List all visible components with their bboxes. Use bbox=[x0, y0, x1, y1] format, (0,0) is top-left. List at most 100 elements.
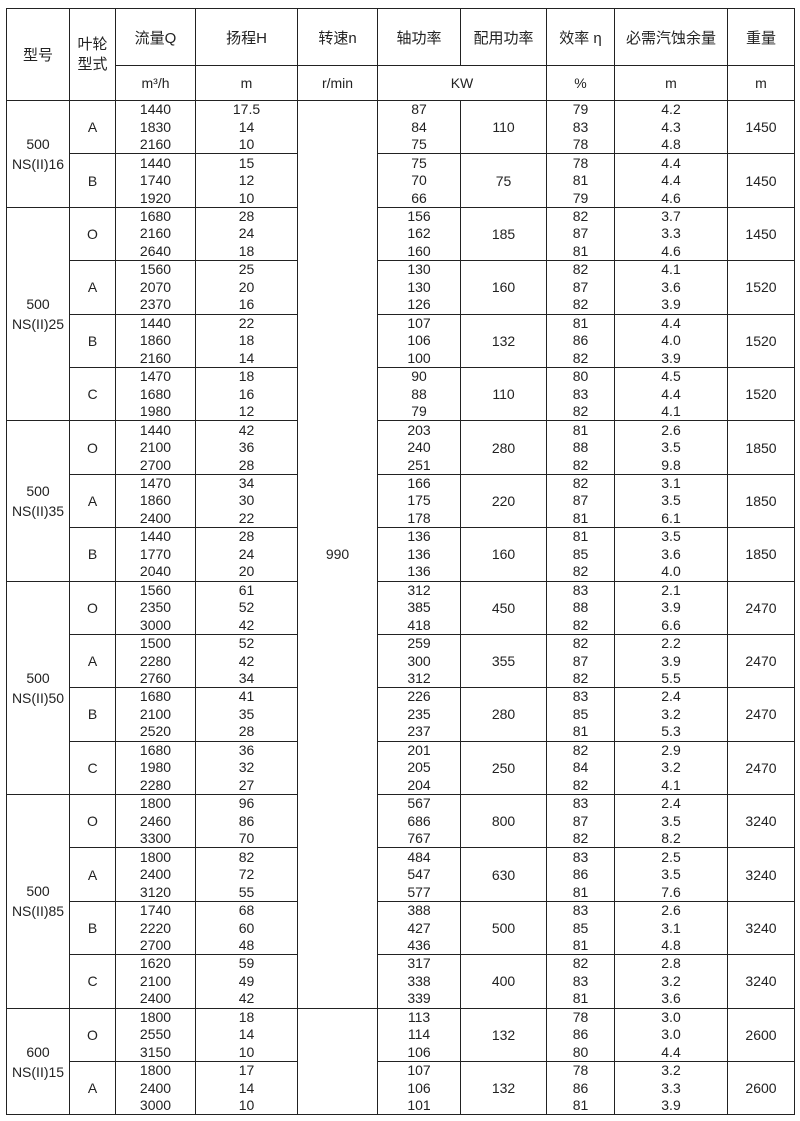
npsh-value: 3.1 bbox=[661, 474, 681, 491]
rated-power-cell: 250 bbox=[460, 740, 547, 796]
efficiency-value: 81 bbox=[572, 314, 589, 331]
efficiency-value: 83 bbox=[572, 688, 589, 705]
efficiency-value: 83 bbox=[572, 581, 589, 598]
efficiency-cell: 82 87 82 bbox=[546, 633, 615, 689]
head-value: 42 bbox=[238, 616, 255, 633]
npsh-cell: 3.1 3.5 6.1 bbox=[614, 473, 728, 529]
header-efficiency: 效率 η bbox=[546, 8, 615, 66]
efficiency-cell: 81 86 82 bbox=[546, 313, 615, 368]
flow-value: 2460 bbox=[139, 812, 172, 829]
shaft-power-value: 107 bbox=[407, 1062, 431, 1079]
shaft-power-value: 259 bbox=[407, 635, 431, 652]
efficiency-value: 82 bbox=[572, 261, 589, 278]
flow-value: 2550 bbox=[139, 1026, 172, 1043]
shaft-power-value: 88 bbox=[411, 385, 427, 402]
npsh-value: 3.1 bbox=[661, 919, 681, 936]
head-value: 34 bbox=[238, 670, 255, 687]
head-value: 25 bbox=[238, 261, 255, 278]
efficiency-value: 81 bbox=[572, 1097, 589, 1114]
shaft-power-value: 577 bbox=[407, 883, 431, 900]
head-cell: 28 24 18 bbox=[195, 206, 298, 262]
shaft-power-value: 312 bbox=[407, 581, 431, 598]
weight-cell: 2470 bbox=[727, 687, 795, 742]
efficiency-value: 84 bbox=[572, 759, 589, 776]
npsh-value: 3.5 bbox=[661, 492, 681, 509]
npsh-value: 6.6 bbox=[661, 616, 681, 633]
flow-value: 2640 bbox=[139, 242, 172, 259]
efficiency-value: 82 bbox=[572, 349, 589, 366]
flow-value: 1500 bbox=[139, 635, 172, 652]
head-value: 61 bbox=[238, 581, 255, 598]
model-cell: 500 NS(II)35 bbox=[6, 420, 70, 582]
npsh-cell: 2.4 3.2 5.3 bbox=[614, 687, 728, 742]
head-cell: 52 42 34 bbox=[195, 633, 298, 689]
head-value: 10 bbox=[238, 1043, 255, 1060]
efficiency-value: 82 bbox=[572, 670, 589, 687]
head-value: 70 bbox=[238, 830, 255, 847]
flow-value: 1800 bbox=[139, 848, 172, 865]
npsh-value: 2.6 bbox=[661, 902, 681, 919]
impeller-type: B bbox=[69, 687, 116, 742]
model-line1: 500 bbox=[26, 296, 50, 313]
flow-value: 1980 bbox=[139, 759, 172, 776]
efficiency-value: 80 bbox=[572, 368, 589, 385]
flow-value: 2700 bbox=[139, 456, 172, 473]
head-value: 27 bbox=[238, 776, 255, 793]
head-value: 86 bbox=[238, 812, 255, 829]
npsh-value: 3.6 bbox=[661, 545, 681, 562]
shaft-power-cell: 484 547 577 bbox=[377, 847, 461, 902]
header-head: 扬程H bbox=[195, 8, 298, 66]
head-value: 55 bbox=[238, 883, 255, 900]
rated-power-cell: 630 bbox=[460, 847, 547, 902]
efficiency-cell: 83 88 82 bbox=[546, 580, 615, 635]
npsh-value: 3.2 bbox=[661, 1062, 681, 1079]
npsh-value: 2.4 bbox=[661, 688, 681, 705]
npsh-value: 2.5 bbox=[661, 848, 681, 865]
head-value: 52 bbox=[238, 635, 255, 652]
shaft-power-value: 338 bbox=[407, 972, 431, 989]
npsh-cell: 4.4 4.0 3.9 bbox=[614, 313, 728, 368]
flow-cell: 1800 2460 3300 bbox=[115, 794, 196, 849]
table-row: A 1800 2400 3120 82 72 55 484 547 577 630 83 86 81 2.5… bbox=[7, 847, 795, 902]
efficiency-value: 86 bbox=[572, 1079, 589, 1096]
flow-value: 2160 bbox=[139, 225, 172, 242]
speed-cell-empty bbox=[297, 1007, 378, 1116]
npsh-value: 2.6 bbox=[661, 421, 681, 438]
head-value: 42 bbox=[238, 990, 255, 1007]
head-value: 36 bbox=[238, 439, 255, 456]
efficiency-value: 81 bbox=[572, 172, 589, 189]
table-row: B 1440 1740 1920 15 12 10 75 70 66 75 78 81 79 4.4 4.4 4… bbox=[7, 153, 795, 208]
shaft-power-value: 75 bbox=[411, 136, 427, 153]
npsh-value: 3.6 bbox=[661, 990, 681, 1007]
flow-value: 1860 bbox=[139, 332, 172, 349]
table-row: B 1440 1860 2160 22 18 14 107 106 100 132 81 86 82 4.4… bbox=[7, 313, 795, 368]
npsh-value: 4.0 bbox=[661, 332, 681, 349]
flow-cell: 1800 2550 3150 bbox=[115, 1007, 196, 1063]
head-value: 68 bbox=[238, 902, 255, 919]
efficiency-value: 83 bbox=[572, 118, 589, 135]
shaft-power-cell: 203 240 251 bbox=[377, 420, 461, 475]
header-speed: 转速n bbox=[297, 8, 378, 66]
head-value: 22 bbox=[238, 509, 255, 526]
table-row: B 1680 2100 2520 41 35 28 226 235 237 280 83 85 81 2.4… bbox=[7, 687, 795, 742]
head-value: 72 bbox=[238, 866, 255, 883]
weight-cell: 1520 bbox=[727, 313, 795, 368]
impeller-type: A bbox=[69, 260, 116, 315]
model-line2: NS(II)25 bbox=[11, 316, 65, 333]
unit-npsh: m bbox=[614, 65, 728, 101]
efficiency-value: 82 bbox=[572, 474, 589, 491]
impeller-type: B bbox=[69, 153, 116, 208]
npsh-value: 6.1 bbox=[661, 509, 681, 526]
flow-value: 1800 bbox=[139, 795, 172, 812]
npsh-cell: 2.1 3.9 6.6 bbox=[614, 580, 728, 635]
npsh-cell: 2.4 3.5 8.2 bbox=[614, 794, 728, 849]
efficiency-value: 88 bbox=[572, 599, 589, 616]
flow-value: 2040 bbox=[139, 563, 172, 580]
impeller-type: B bbox=[69, 313, 116, 368]
head-cell: 42 36 28 bbox=[195, 420, 298, 475]
shaft-power-value: 388 bbox=[407, 902, 431, 919]
npsh-value: 9.8 bbox=[661, 456, 681, 473]
flow-value: 2220 bbox=[139, 919, 172, 936]
model-cell: 600 NS(II)15 bbox=[6, 1007, 70, 1116]
table-row: 500 NS(II)16 A 1440 1830 2160 17.5 14 10 990 87 84 7… bbox=[6, 99, 795, 1009]
